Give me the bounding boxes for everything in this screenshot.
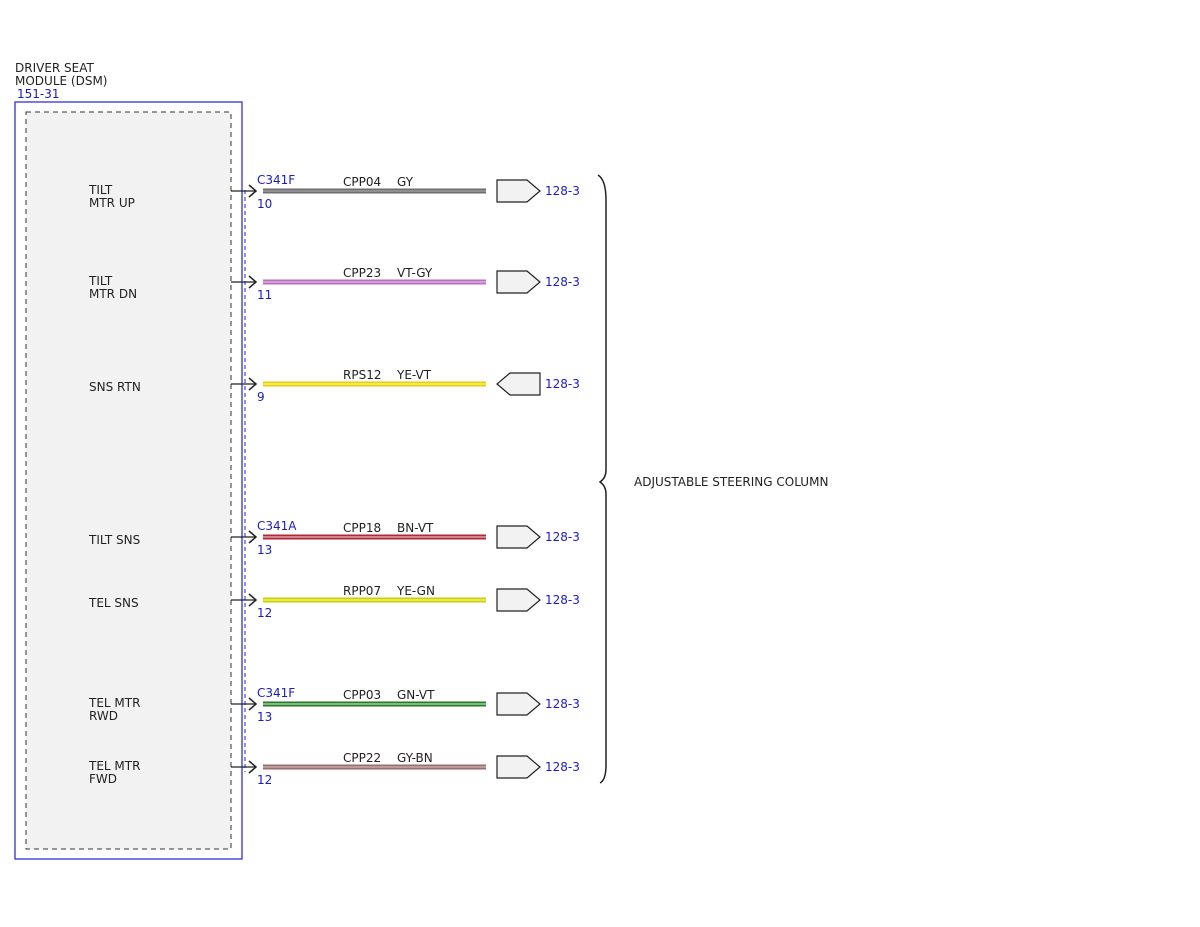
wire-color: VT-GY bbox=[397, 266, 433, 280]
circuit-id: RPS12 bbox=[343, 368, 381, 382]
terminal-ref: 128-3 bbox=[545, 530, 580, 544]
circuit-id: CPP03 bbox=[343, 688, 381, 702]
pin-number: 11 bbox=[257, 288, 272, 302]
terminal bbox=[496, 270, 541, 294]
module-title: MODULE (DSM) bbox=[15, 74, 107, 88]
module-inner bbox=[25, 111, 232, 850]
component-name: ADJUSTABLE STEERING COLUMN bbox=[634, 475, 828, 489]
pin-number: 9 bbox=[257, 390, 265, 404]
terminal-ref: 128-3 bbox=[545, 377, 580, 391]
pin-label: TEL SNS bbox=[88, 596, 139, 610]
terminal bbox=[496, 179, 541, 203]
connector-id: C341F bbox=[257, 686, 295, 700]
pin-label: TILT SNS bbox=[88, 533, 140, 547]
terminal-ref: 128-3 bbox=[545, 697, 580, 711]
wire-color: YE-VT bbox=[396, 368, 432, 382]
chevron bbox=[248, 530, 258, 544]
terminal-ref: 128-3 bbox=[545, 184, 580, 198]
wire-color: YE-GN bbox=[396, 584, 435, 598]
terminal-ref: 128-3 bbox=[545, 275, 580, 289]
circuit-id: CPP18 bbox=[343, 521, 381, 535]
pin-label: FWD bbox=[89, 772, 117, 786]
terminal-ref: 128-3 bbox=[545, 593, 580, 607]
circuit-id: CPP04 bbox=[343, 175, 381, 189]
terminal bbox=[496, 755, 541, 779]
chevron bbox=[248, 697, 258, 711]
pin-label: RWD bbox=[89, 709, 118, 723]
connector-id: C341A bbox=[257, 519, 297, 533]
terminal bbox=[496, 372, 541, 396]
terminal bbox=[496, 692, 541, 716]
circuit-id: CPP23 bbox=[343, 266, 381, 280]
circuit-id: CPP22 bbox=[343, 751, 381, 765]
pin-label: TEL MTR bbox=[88, 696, 140, 710]
wire-color: GY-BN bbox=[397, 751, 433, 765]
circuit-id: RPP07 bbox=[343, 584, 381, 598]
chevron bbox=[248, 760, 258, 774]
wire-color: GY bbox=[397, 175, 414, 189]
chevron bbox=[248, 184, 258, 198]
terminal-ref: 128-3 bbox=[545, 760, 580, 774]
pin-label: TILT bbox=[88, 274, 113, 288]
terminal bbox=[496, 588, 541, 612]
chevron bbox=[248, 593, 258, 607]
wire-color: GN-VT bbox=[397, 688, 435, 702]
pin-number: 10 bbox=[257, 197, 272, 211]
pin-label: TEL MTR bbox=[88, 759, 140, 773]
connector-id: C341F bbox=[257, 173, 295, 187]
wire-color: BN-VT bbox=[397, 521, 434, 535]
chevron bbox=[248, 275, 258, 289]
pin-number: 12 bbox=[257, 606, 272, 620]
pin-label: SNS RTN bbox=[89, 380, 141, 394]
brace bbox=[597, 174, 607, 784]
terminal bbox=[496, 525, 541, 549]
pin-label: MTR UP bbox=[89, 196, 135, 210]
module-ref: 151-31 bbox=[17, 87, 60, 101]
chevron bbox=[248, 377, 258, 391]
pin-label: MTR DN bbox=[89, 287, 137, 301]
pin-number: 12 bbox=[257, 773, 272, 787]
pin-label: TILT bbox=[88, 183, 113, 197]
pin-number: 13 bbox=[257, 710, 272, 724]
module-title: DRIVER SEAT bbox=[15, 61, 95, 75]
pin-number: 13 bbox=[257, 543, 272, 557]
